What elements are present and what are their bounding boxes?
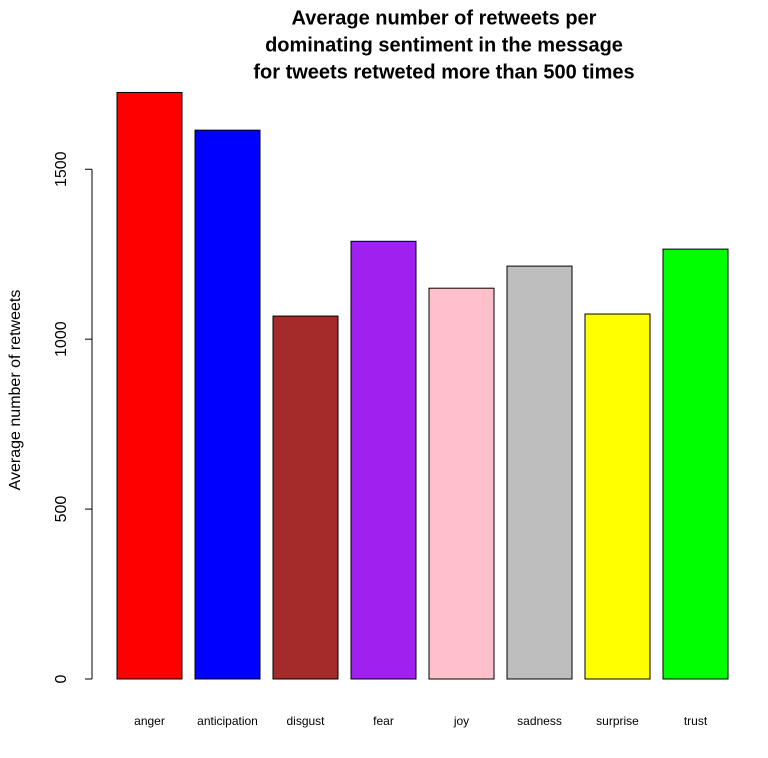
y-tick-label: 1500	[53, 151, 70, 187]
y-tick-label: 1000	[53, 321, 70, 357]
bar	[350, 240, 417, 680]
bar	[506, 265, 573, 680]
bar	[194, 129, 261, 680]
bar	[116, 91, 183, 680]
y-axis-label: Average number of retweets	[7, 290, 24, 491]
x-tick-label: surprise	[596, 714, 639, 728]
chart-title: for tweets retweted more than 500 times	[253, 61, 634, 83]
x-tick-label: disgust	[286, 714, 325, 728]
bar	[272, 315, 339, 680]
x-tick-label: trust	[684, 714, 708, 728]
x-tick-label: sadness	[517, 714, 562, 728]
x-tick-label: joy	[453, 714, 469, 728]
y-tick-label: 500	[53, 496, 70, 523]
bar	[584, 313, 651, 680]
x-tick-label: fear	[373, 714, 394, 728]
chart-title: Average number of retweets per	[292, 7, 597, 29]
x-tick-label: anger	[134, 714, 165, 728]
bar	[428, 287, 495, 680]
y-tick-label: 0	[53, 674, 70, 683]
bar	[662, 248, 729, 680]
chart-title: dominating sentiment in the message	[265, 34, 623, 56]
x-tick-label: anticipation	[197, 714, 258, 728]
